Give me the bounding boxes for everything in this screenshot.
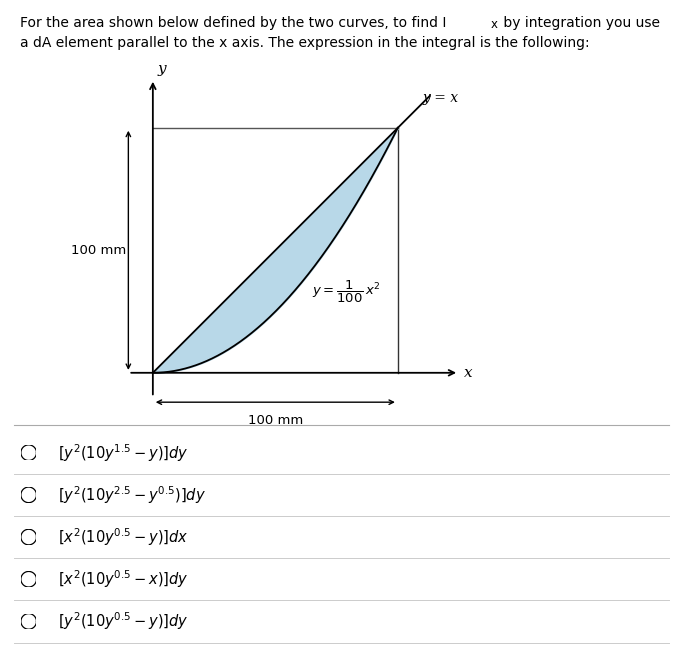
Text: a dA element parallel to the x axis. The expression in the integral is the follo: a dA element parallel to the x axis. The… <box>20 36 590 50</box>
Text: 100 mm: 100 mm <box>248 415 303 428</box>
Text: $[y^2(10y^{1.5} - y)]dy$: $[y^2(10y^{1.5} - y)]dy$ <box>58 442 189 463</box>
Text: y = x: y = x <box>422 92 458 106</box>
Text: $[y^2(10y^{2.5} - y^{0.5})]dy$: $[y^2(10y^{2.5} - y^{0.5})]dy$ <box>58 484 206 506</box>
Text: $[x^2(10y^{0.5} - x)]dy$: $[x^2(10y^{0.5} - x)]dy$ <box>58 569 189 590</box>
Text: $[x^2(10y^{0.5} - y)]dx$: $[x^2(10y^{0.5} - y)]dx$ <box>58 526 189 548</box>
Text: $y = \dfrac{1}{100}\,x^2$: $y = \dfrac{1}{100}\,x^2$ <box>312 279 381 305</box>
Text: $[y^2(10y^{0.5} - y)]dy$: $[y^2(10y^{0.5} - y)]dy$ <box>58 611 189 632</box>
Text: 100 mm: 100 mm <box>71 244 126 257</box>
Text: by integration you use: by integration you use <box>499 16 660 31</box>
Text: For the area shown below defined by the two curves, to find I: For the area shown below defined by the … <box>20 16 447 31</box>
Text: x: x <box>464 366 473 380</box>
Text: x: x <box>490 18 497 31</box>
Text: y: y <box>158 62 167 77</box>
